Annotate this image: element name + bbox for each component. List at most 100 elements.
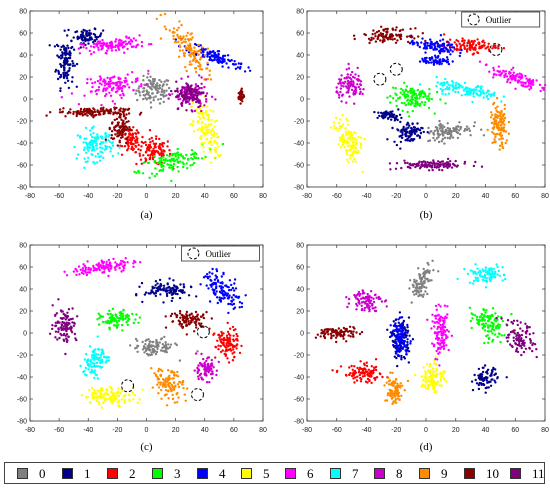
data-point xyxy=(505,139,508,142)
data-point xyxy=(200,68,204,71)
data-point xyxy=(137,321,140,324)
data-point xyxy=(173,312,177,315)
data-point xyxy=(64,50,67,54)
data-point xyxy=(422,95,425,99)
data-point xyxy=(208,327,211,330)
data-point xyxy=(111,307,115,311)
data-point xyxy=(190,63,193,66)
data-point xyxy=(196,371,199,375)
x-tick-label: 60 xyxy=(511,193,519,200)
data-point xyxy=(110,136,113,140)
data-point xyxy=(120,39,123,42)
data-point xyxy=(92,107,95,110)
data-point xyxy=(399,91,402,94)
data-point xyxy=(205,310,208,314)
data-point xyxy=(349,138,352,141)
data-point xyxy=(120,153,124,156)
data-point xyxy=(355,138,358,141)
data-point xyxy=(62,339,66,343)
y-tick-label: -40 xyxy=(17,375,27,382)
data-point xyxy=(207,128,211,131)
data-point xyxy=(210,136,213,140)
data-point xyxy=(117,387,120,390)
data-point xyxy=(101,151,104,154)
data-point xyxy=(439,98,442,101)
data-point xyxy=(228,294,231,297)
data-point xyxy=(108,91,111,95)
data-point xyxy=(495,96,499,100)
data-point xyxy=(160,80,163,84)
data-point xyxy=(194,156,198,160)
data-point xyxy=(397,321,400,324)
data-point xyxy=(146,145,150,149)
data-point xyxy=(206,357,209,360)
data-point xyxy=(76,153,80,156)
data-point xyxy=(215,290,218,293)
data-point xyxy=(60,54,64,57)
data-point xyxy=(221,65,224,68)
data-point xyxy=(62,71,65,75)
data-point xyxy=(499,74,502,77)
data-point xyxy=(149,153,152,156)
data-point xyxy=(446,40,449,43)
data-point xyxy=(474,160,477,164)
data-point xyxy=(209,363,213,366)
data-point xyxy=(233,289,236,292)
data-point xyxy=(347,137,350,140)
data-point xyxy=(65,329,68,333)
data-point xyxy=(158,102,162,105)
cluster-7 xyxy=(73,125,121,169)
data-point xyxy=(115,124,119,127)
data-point xyxy=(354,143,358,146)
data-point xyxy=(241,100,244,103)
data-point xyxy=(104,136,107,139)
data-point xyxy=(208,55,212,59)
y-tick-label: 0 xyxy=(300,97,304,104)
data-point xyxy=(213,125,216,128)
data-point xyxy=(200,142,203,146)
data-point xyxy=(190,317,193,320)
data-point xyxy=(172,159,175,162)
data-point xyxy=(468,41,471,44)
data-point xyxy=(424,51,427,54)
data-point xyxy=(388,162,392,165)
data-point xyxy=(413,42,416,45)
data-point xyxy=(450,131,453,134)
data-point xyxy=(392,113,396,116)
data-point xyxy=(66,63,70,66)
data-point xyxy=(479,87,483,91)
data-point xyxy=(447,129,451,133)
data-point xyxy=(337,93,341,97)
data-point xyxy=(434,59,438,62)
data-point xyxy=(152,142,156,145)
data-point xyxy=(440,129,443,132)
data-point xyxy=(195,100,198,104)
data-point xyxy=(216,301,219,305)
data-point xyxy=(65,71,68,74)
y-tick-label: -60 xyxy=(17,163,27,170)
data-point xyxy=(120,259,123,263)
data-point xyxy=(235,337,239,341)
data-point xyxy=(92,116,95,119)
data-point xyxy=(361,92,364,96)
data-point xyxy=(210,317,213,320)
data-point xyxy=(181,318,184,322)
data-point xyxy=(69,317,73,321)
x-tick-label: -40 xyxy=(361,427,371,434)
data-point xyxy=(217,154,220,157)
data-point xyxy=(100,358,104,362)
data-point xyxy=(126,261,129,264)
data-point xyxy=(244,294,247,297)
data-point xyxy=(79,46,83,49)
data-point xyxy=(228,340,232,343)
data-point xyxy=(165,351,168,354)
data-point xyxy=(104,80,107,83)
data-point xyxy=(421,127,424,130)
data-point xyxy=(64,61,67,65)
data-point xyxy=(232,348,235,351)
data-point xyxy=(142,90,146,93)
data-point xyxy=(201,157,204,160)
data-point xyxy=(88,29,91,32)
data-point xyxy=(150,353,153,356)
data-point xyxy=(90,368,93,371)
